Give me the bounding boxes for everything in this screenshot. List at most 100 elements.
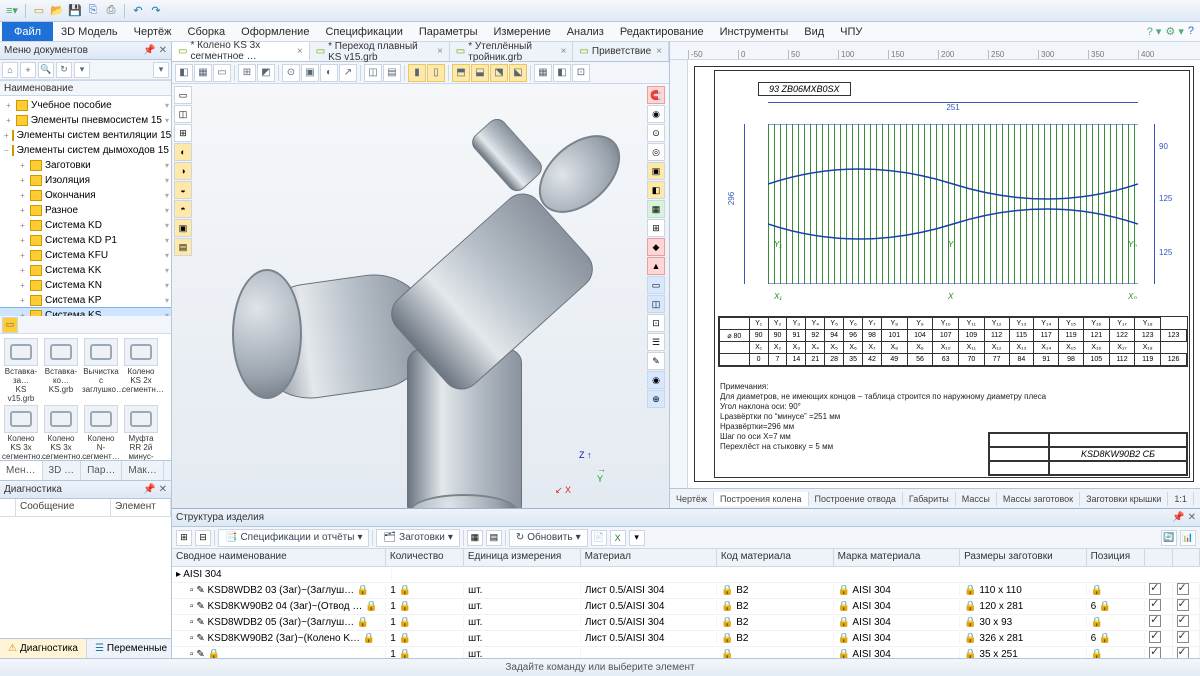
vt-icon[interactable]: ⊡ [572, 64, 590, 82]
btn-spec[interactable]: 📑 Спецификации и отчёты ▾ [218, 529, 369, 547]
lvt-icon[interactable]: ▭ [174, 86, 192, 104]
rvt-icon[interactable]: ◉ [647, 371, 665, 389]
page-tab[interactable]: 1:1 [1168, 492, 1194, 506]
menu-3dmodel[interactable]: 3D Модель [53, 24, 126, 40]
menu-assembly[interactable]: Сборка [180, 24, 234, 40]
menu-design[interactable]: Оформление [233, 24, 317, 40]
rvt-icon[interactable]: ◧ [647, 181, 665, 199]
tree-node[interactable]: +Элементы систем вентиляции 15▾ [0, 128, 171, 143]
tree-node[interactable]: +Элементы пневмосистем 15▾ [0, 113, 171, 128]
vt-icon[interactable]: ▤ [383, 64, 401, 82]
btn-zagotovki[interactable]: 🗂 Заготовки ▾ [376, 529, 459, 547]
rvt-icon[interactable]: ⊙ [647, 124, 665, 142]
st-icon[interactable]: ⊟ [195, 530, 211, 546]
lvt-icon[interactable]: ▤ [174, 238, 192, 256]
vt-icon[interactable]: ⊙ [282, 64, 300, 82]
side-tab-menu[interactable]: Мен… [0, 461, 43, 480]
struct-row[interactable]: ▫ ✎ KSD8KW90B2 (Заг)~(Колено K… 🔒1 🔒шт.Л… [172, 631, 1200, 647]
vt-icon[interactable]: ↗ [339, 64, 357, 82]
thumb-item[interactable]: Колено KS 3xсегментно… [42, 405, 80, 460]
lvt-icon[interactable]: ⊞ [174, 124, 192, 142]
tree-node[interactable]: +Система KD P1▾ [0, 233, 171, 248]
page-tab[interactable]: Массы заготовок [997, 492, 1080, 506]
rvt-icon[interactable]: ▦ [647, 200, 665, 218]
tb-home-icon[interactable]: ⌂ [2, 62, 18, 78]
vt-icon[interactable]: ◐ [320, 64, 338, 82]
diag-close-icon[interactable]: 📌 ✕ [143, 484, 167, 495]
tree-node[interactable]: +Разное▾ [0, 203, 171, 218]
lvt-icon[interactable]: ◫ [174, 105, 192, 123]
diag-tab-vars[interactable]: ☰Переменные [87, 639, 176, 658]
st-icon[interactable]: 📄 [591, 530, 607, 546]
thumb-item[interactable]: Вставка-ко…KS.grb [42, 338, 80, 403]
help-icon[interactable]: ? [1188, 25, 1194, 38]
vt-icon[interactable]: ◫ [364, 64, 382, 82]
vt-icon[interactable]: ⬕ [509, 64, 527, 82]
struct-close-icon[interactable]: 📌 ✕ [1172, 512, 1196, 523]
rvt-icon[interactable]: ▣ [647, 162, 665, 180]
vt-icon[interactable]: ◩ [257, 64, 275, 82]
st-excel-icon[interactable]: X [610, 530, 626, 546]
tb-more-icon[interactable]: ▾ [153, 62, 169, 78]
lvt-icon[interactable]: ◐ [174, 143, 192, 161]
rvt-icon[interactable]: ☰ [647, 333, 665, 351]
vt-icon[interactable]: ▣ [301, 64, 319, 82]
lvt-icon[interactable]: ◑ [174, 162, 192, 180]
st-icon[interactable]: ▾ [629, 530, 645, 546]
menu-analysis[interactable]: Анализ [559, 24, 612, 40]
struct-row[interactable]: ▫ ✎ 🔒1 🔒шт.🔒 🔒 AISI 304🔒 35 x 251 🔒 [172, 647, 1200, 658]
rvt-icon[interactable]: ◉ [647, 105, 665, 123]
vt-icon[interactable]: ▯ [427, 64, 445, 82]
vt-icon[interactable]: ▭ [213, 64, 231, 82]
tree-node[interactable]: +Заготовки▾ [0, 158, 171, 173]
st-icon[interactable]: 🔄 [1161, 530, 1177, 546]
menu-view[interactable]: Вид [796, 24, 832, 40]
side-tab-mac[interactable]: Мак… [122, 461, 163, 480]
menu-edit[interactable]: Редактирование [612, 24, 712, 40]
diag-tab-diag[interactable]: ⚠Диагностика [0, 639, 87, 658]
page-tab[interactable]: Построение отвода [809, 492, 903, 506]
vt-icon[interactable]: ⊞ [238, 64, 256, 82]
tree-node[interactable]: +Система KFU▾ [0, 248, 171, 263]
docs-tree[interactable]: +Учебное пособие▾+Элементы пневмосистем … [0, 96, 171, 316]
rvt-icon[interactable]: ⊡ [647, 314, 665, 332]
vt-icon[interactable]: ▦ [534, 64, 552, 82]
rvt-icon[interactable]: ⊕ [647, 390, 665, 408]
btn-update[interactable]: ↻ Обновить ▾ [509, 529, 588, 547]
tb-refresh-icon[interactable]: ↻ [56, 62, 72, 78]
menu-spec[interactable]: Спецификации [317, 24, 410, 40]
page-tab[interactable]: Построения колена [714, 492, 809, 506]
menu-drawing[interactable]: Чертёж [126, 24, 180, 40]
thumb-item[interactable]: Колено KS 2xсегментн… [122, 338, 160, 403]
vt-icon[interactable]: ◧ [553, 64, 571, 82]
tb-filter-icon[interactable]: ▾ [74, 62, 90, 78]
thumb-item[interactable]: Муфта RR 2йминус-пл… [122, 405, 160, 460]
doc-tab[interactable]: ▭* Колено KS 3x сегментное …× [172, 42, 310, 61]
doc-tab[interactable]: ▭* Переход плавный KS v15.grb× [310, 42, 450, 61]
save-icon[interactable]: 💾 [67, 3, 83, 19]
page-tab[interactable]: Заготовки крышки [1080, 492, 1168, 506]
vt-icon[interactable]: ◧ [175, 64, 193, 82]
side-tab-par[interactable]: Пар… [81, 461, 122, 480]
lvt-icon[interactable]: ◓ [174, 200, 192, 218]
tree-node[interactable]: +Система KN▾ [0, 278, 171, 293]
settings-icon[interactable]: ⚙ ▾ [1165, 25, 1183, 38]
vt-icon[interactable]: ▦ [194, 64, 212, 82]
st-icon[interactable]: 📊 [1180, 530, 1196, 546]
thumb-item[interactable]: Вставка-за…KS v15.grb [2, 338, 40, 403]
new-icon[interactable]: ▭ [31, 3, 47, 19]
print-icon[interactable]: ⎙ [103, 3, 119, 19]
menu-tools[interactable]: Инструменты [712, 24, 797, 40]
tree-node[interactable]: +Система KS▾ [0, 308, 171, 316]
struct-row[interactable]: ▫ ✎ KSD8WDB2 05 (Заг)~(Заглуш… 🔒1 🔒шт.Ли… [172, 615, 1200, 631]
thumb-item[interactable]: Вычистка сзаглушко… [82, 338, 120, 403]
undo-icon[interactable]: ↶ [130, 3, 146, 19]
st-icon[interactable]: ⊞ [176, 530, 192, 546]
rvt-icon[interactable]: ◎ [647, 143, 665, 161]
side-tab-3d[interactable]: 3D … [43, 461, 82, 480]
app-menu-icon[interactable]: ≡▾ [4, 3, 20, 19]
struct-group[interactable]: ▸ AISI 304 [172, 567, 1200, 583]
page-tab[interactable]: Массы [956, 492, 997, 506]
drawing-canvas[interactable]: 93 ZB06MXB0SX 251 90 125 125 296 Y₁ Y Yₙ… [688, 60, 1200, 488]
tb-search-icon[interactable]: 🔍 [38, 62, 54, 78]
